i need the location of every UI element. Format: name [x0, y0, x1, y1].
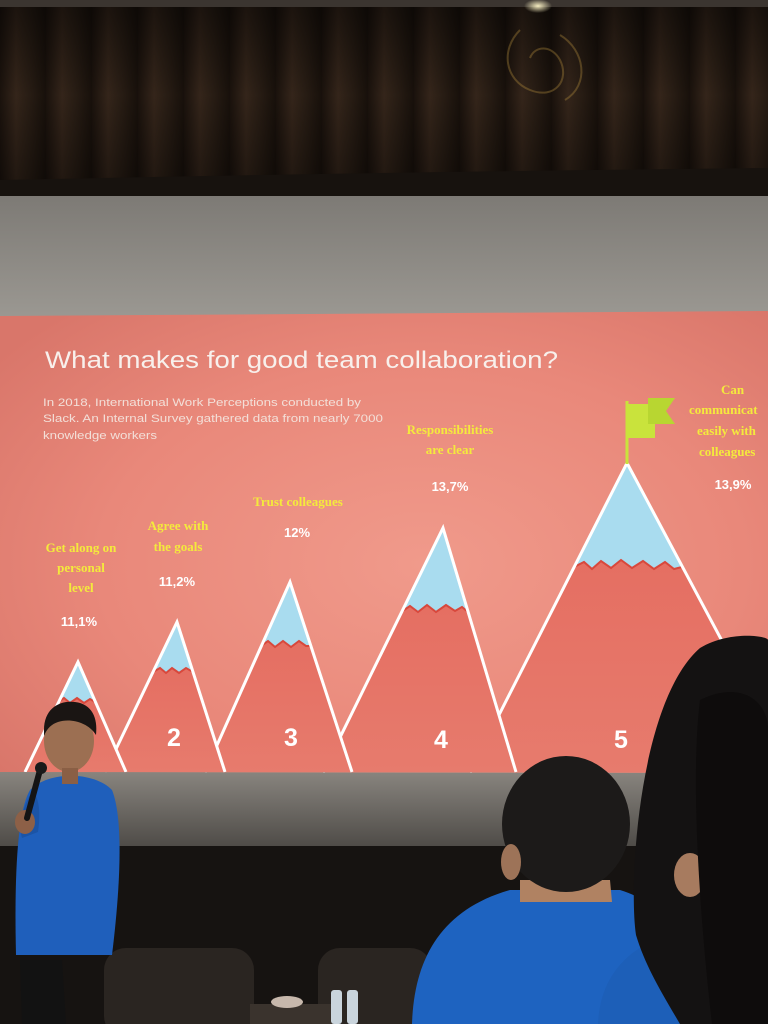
mountain-2: [103, 617, 227, 773]
presentation-slide: What makes for good team collaboration? …: [0, 311, 768, 773]
stage-chairs: [104, 948, 432, 1024]
flag-icon: [625, 398, 675, 464]
mountain-3: [203, 577, 354, 773]
mountain-5-label-line-1: Can: [721, 382, 745, 397]
mountain-5-number: 5: [614, 726, 628, 754]
water-bottle: [347, 990, 358, 1024]
stage-curtain: [0, 0, 768, 190]
slide-title: What makes for good team collaboration?: [45, 347, 558, 374]
mountain-5-label-line-4: colleagues: [699, 444, 755, 459]
mountain-1-label-line-1: Get along on: [46, 540, 118, 555]
coffee-table: [250, 990, 358, 1024]
mountain-5-label-line-2: communicat: [689, 402, 758, 417]
curtain-ornament: [506, 29, 583, 101]
mountain-4-number: 4: [434, 726, 448, 754]
mountain-1-label-line-2: personal: [57, 560, 105, 575]
mountain-4: [321, 523, 518, 773]
mountain-2-number: 2: [167, 724, 181, 752]
mountain-1-label-line-3: level: [68, 580, 94, 595]
mountain-3-number: 3: [284, 724, 298, 752]
slide-subtitle-line-3: knowledge workers: [43, 430, 158, 442]
mountain-2-label-line-1: Agree with: [148, 518, 210, 533]
microphone-icon: [24, 762, 47, 821]
audience-member-right: [598, 635, 768, 1024]
mountain-4-label-line-1: Responsibilities: [407, 422, 494, 437]
mountain-4-percent: 13,7%: [432, 479, 469, 494]
mountain-2-percent: 11,2%: [159, 574, 196, 589]
mountain-5-percent: 13,9%: [715, 477, 752, 492]
mountain-4-label-line-2: are clear: [426, 442, 475, 457]
mountain-3-label-line-1: Trust colleagues: [253, 494, 343, 509]
curtain-valance: [0, 168, 768, 200]
mountain-1-percent: 11,1%: [61, 614, 98, 629]
mountain-5-label-line-3: easily with: [697, 423, 757, 438]
ceiling-light: [524, 0, 552, 13]
slide-subtitle-line-1: In 2018, International Work Perceptions …: [43, 397, 362, 409]
mountain-3-percent: 12%: [284, 525, 310, 540]
speaker: [15, 701, 120, 1024]
projection-screen-top: [0, 196, 768, 318]
slide-subtitle-line-2: Slack. An Internal Survey gathered data …: [43, 413, 383, 425]
water-bottle: [331, 990, 342, 1024]
mountain-2-label-line-2: the goals: [154, 539, 203, 554]
